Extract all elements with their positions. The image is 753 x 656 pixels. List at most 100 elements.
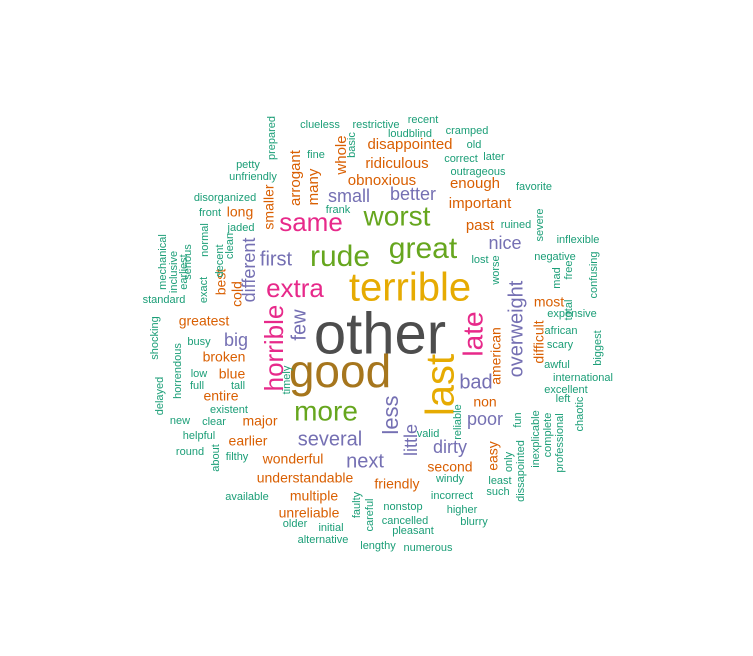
word-terrible: terrible <box>349 266 471 310</box>
word-past: past <box>466 217 495 234</box>
word-earliest: earliest <box>178 254 190 289</box>
word-lengthy: lengthy <box>360 540 396 552</box>
word-jaded: jaded <box>227 222 255 234</box>
word-professional: professional <box>554 413 566 472</box>
word-low: low <box>191 368 208 380</box>
word-only: only <box>503 451 515 472</box>
word-restrictive: restrictive <box>352 119 399 131</box>
word-next: next <box>346 450 384 472</box>
word-later: later <box>483 151 505 163</box>
word-clueless: clueless <box>300 119 340 131</box>
word-expensive: expensive <box>547 308 597 320</box>
word-front: front <box>199 207 221 219</box>
word-cancelled: cancelled <box>382 515 428 527</box>
word-unreliable: unreliable <box>279 505 340 521</box>
word-better: better <box>390 184 436 204</box>
word-blurry: blurry <box>460 516 488 528</box>
word-clean: clean <box>224 233 236 259</box>
word-free: free <box>563 261 575 280</box>
word-about: about <box>210 444 222 472</box>
word-poor: poor <box>467 409 503 429</box>
word-last: last <box>419 354 463 416</box>
word-big: big <box>224 330 248 350</box>
word-international: international <box>553 372 613 384</box>
word-blue: blue <box>219 366 246 382</box>
word-difficult: difficult <box>531 320 547 363</box>
word-basic: basic <box>346 132 358 158</box>
word-worst: worst <box>363 200 431 231</box>
word-inclusive: inclusive <box>168 251 180 293</box>
word-full: full <box>190 380 204 392</box>
word-prepared: prepared <box>266 116 278 160</box>
word-many: many <box>305 168 322 205</box>
word-non: non <box>473 394 496 410</box>
word-serious: serious <box>182 244 194 280</box>
word-incorrect: incorrect <box>431 490 473 502</box>
word-exact: exact <box>198 277 210 303</box>
word-disappointed: disappointed <box>367 136 452 153</box>
word-broken: broken <box>203 349 246 365</box>
word-inexplicable: inexplicable <box>530 410 542 467</box>
word-nice: nice <box>488 233 521 253</box>
word-decent: decent <box>214 244 226 277</box>
word-american: american <box>488 327 504 385</box>
word-unfriendly: unfriendly <box>229 171 277 183</box>
word-best: best <box>213 269 229 296</box>
word-initial: initial <box>318 522 343 534</box>
word-fine: fine <box>307 149 325 161</box>
word-recent: recent <box>408 114 439 126</box>
word-reliable: reliable <box>452 404 464 439</box>
word-valid: valid <box>417 428 440 440</box>
word-normal: normal <box>199 223 211 257</box>
word-several: several <box>298 428 362 450</box>
word-timely: timely <box>281 365 293 394</box>
word-little: little <box>401 424 421 456</box>
word-nonstop: nonstop <box>383 501 422 513</box>
word-understandable: understandable <box>257 470 354 486</box>
word-scary: scary <box>547 339 574 351</box>
word-more: more <box>294 395 358 426</box>
word-great: great <box>389 232 458 265</box>
word-new: new <box>170 415 190 427</box>
word-horrendous: horrendous <box>172 343 184 399</box>
word-enough: enough <box>450 175 500 192</box>
word-such: such <box>486 486 509 498</box>
word-horrible: horrible <box>259 305 289 392</box>
word-overweight: overweight <box>505 280 527 377</box>
word-outrageous: outrageous <box>450 166 506 178</box>
word-cramped: cramped <box>446 125 489 137</box>
word-loudblind: loudblind <box>388 128 432 140</box>
word-delayed: delayed <box>154 377 166 416</box>
word-rude: rude <box>310 240 370 273</box>
word-complete: complete <box>542 413 554 458</box>
word-cold: cold <box>229 281 245 307</box>
word-careful: careful <box>364 498 376 531</box>
word-greatest: greatest <box>179 313 230 329</box>
word-severe: severe <box>534 208 546 241</box>
word-inflexible: inflexible <box>557 234 600 246</box>
word-ruined: ruined <box>501 219 532 231</box>
word-chaotic: chaotic <box>574 396 586 431</box>
word-same: same <box>279 207 343 237</box>
word-first: first <box>260 248 293 270</box>
word-mechanical: mechanical <box>157 234 169 290</box>
word-least: least <box>488 475 511 487</box>
word-fun: fun <box>512 412 524 427</box>
word-most: most <box>534 294 564 310</box>
word-different: different <box>239 238 259 303</box>
word-extra: extra <box>266 273 324 303</box>
word-biggest: biggest <box>592 330 604 365</box>
word-helpful: helpful <box>183 430 215 442</box>
word-faulty: faulty <box>351 491 363 518</box>
word-old: old <box>467 139 482 151</box>
word-total: total <box>563 300 575 321</box>
word-round: round <box>176 446 204 458</box>
word-easy: easy <box>485 441 501 471</box>
word-higher: higher <box>447 504 478 516</box>
word-multiple: multiple <box>290 488 338 504</box>
word-standard: standard <box>143 294 186 306</box>
word-major: major <box>242 413 277 429</box>
word-mad: mad <box>551 267 563 288</box>
word-alternative: alternative <box>298 534 349 546</box>
